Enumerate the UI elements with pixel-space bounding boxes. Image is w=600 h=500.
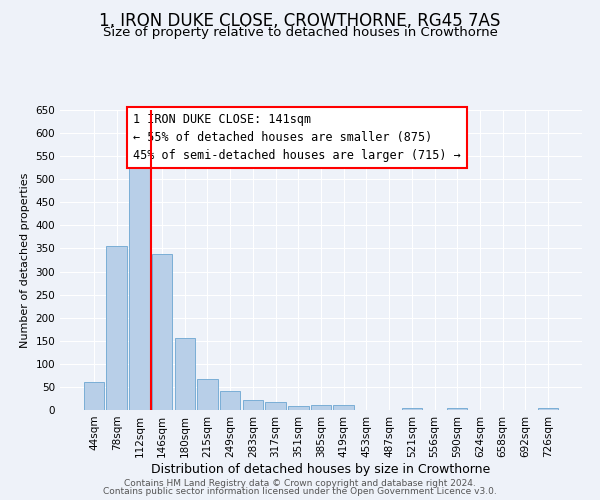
Bar	[152, 254, 172, 410]
Bar	[334, 406, 354, 410]
Text: 1 IRON DUKE CLOSE: 141sqm
← 55% of detached houses are smaller (875)
45% of semi: 1 IRON DUKE CLOSE: 141sqm ← 55% of detac…	[133, 113, 461, 162]
Text: Contains HM Land Registry data © Crown copyright and database right 2024.: Contains HM Land Registry data © Crown c…	[124, 478, 476, 488]
Bar	[175, 338, 195, 410]
X-axis label: Distribution of detached houses by size in Crowthorne: Distribution of detached houses by size …	[151, 462, 491, 475]
Bar	[447, 408, 467, 410]
Y-axis label: Number of detached properties: Number of detached properties	[20, 172, 30, 348]
Bar	[197, 378, 218, 410]
Bar	[401, 408, 422, 410]
Text: Size of property relative to detached houses in Crowthorne: Size of property relative to detached ho…	[103, 26, 497, 39]
Bar	[84, 382, 104, 410]
Bar	[538, 408, 558, 410]
Bar	[106, 246, 127, 410]
Bar	[288, 406, 308, 410]
Bar	[220, 390, 241, 410]
Bar	[265, 402, 286, 410]
Bar	[242, 400, 263, 410]
Bar	[129, 161, 149, 410]
Text: 1, IRON DUKE CLOSE, CROWTHORNE, RG45 7AS: 1, IRON DUKE CLOSE, CROWTHORNE, RG45 7AS	[100, 12, 500, 30]
Bar	[311, 406, 331, 410]
Text: Contains public sector information licensed under the Open Government Licence v3: Contains public sector information licen…	[103, 487, 497, 496]
